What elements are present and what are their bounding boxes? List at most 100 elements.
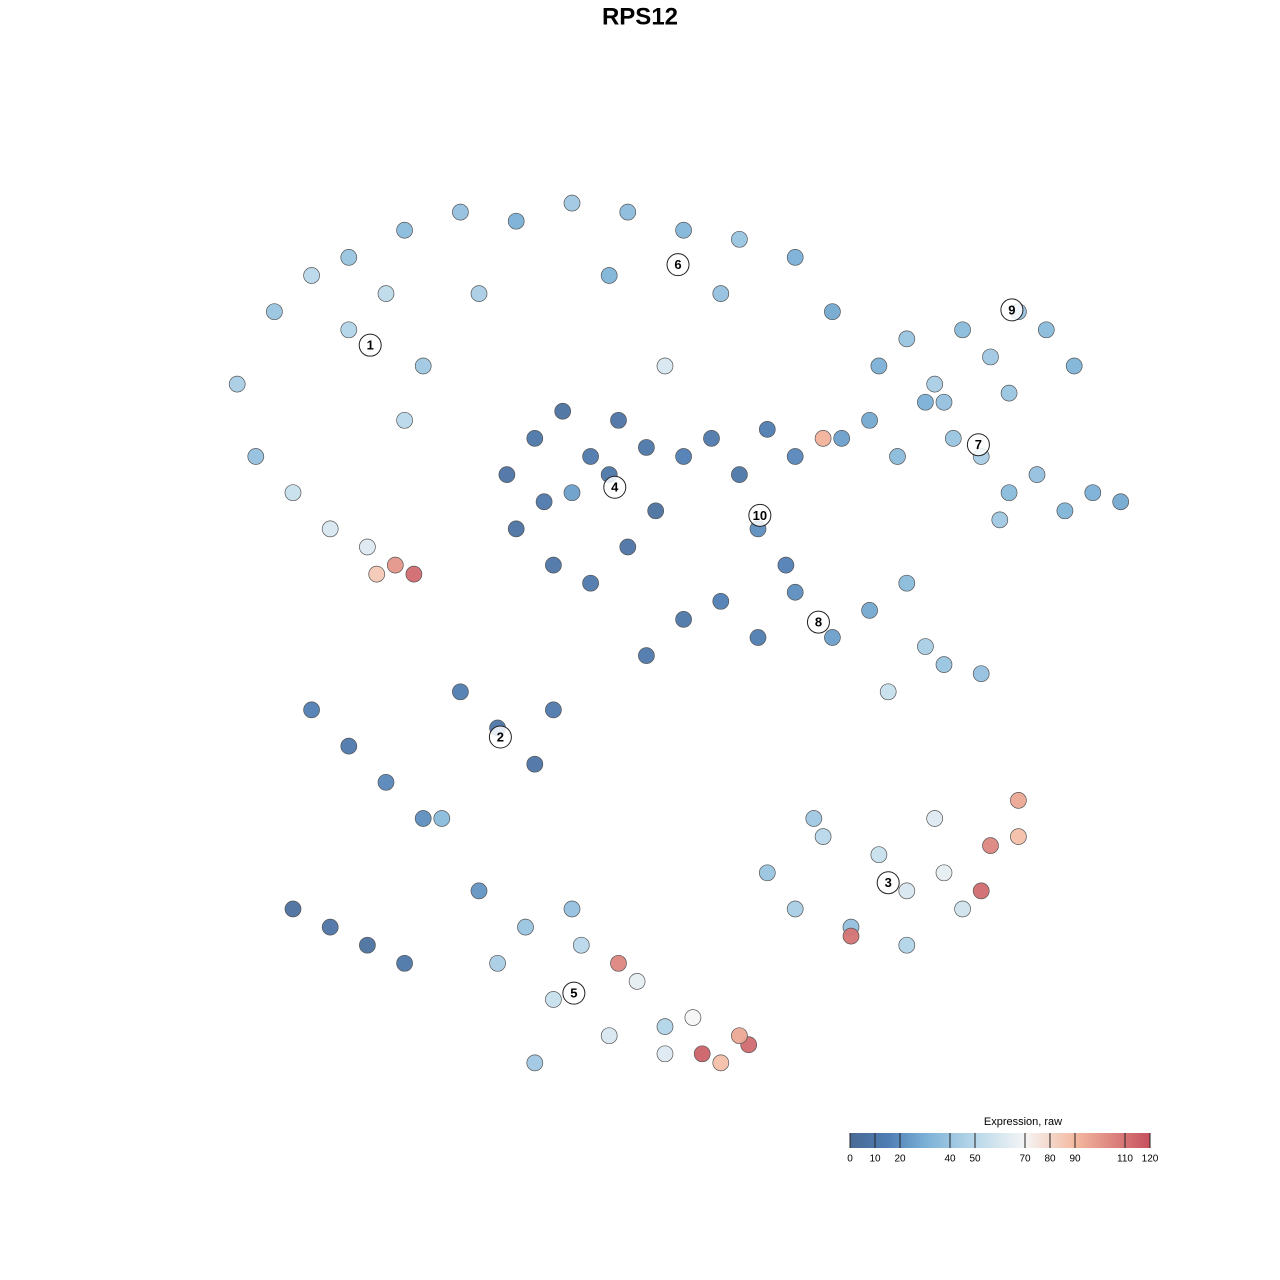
point: [610, 954, 627, 972]
point: [303, 701, 320, 719]
cluster-labels: 1 2 3 4 5 6 7 8 9 10: [358, 253, 1024, 1005]
point: [656, 357, 674, 375]
cluster-badge: [562, 981, 586, 1005]
point: [731, 1027, 748, 1045]
point: [693, 1045, 711, 1063]
point: [982, 837, 999, 855]
point: [414, 357, 432, 375]
point: [321, 520, 339, 538]
point: [1112, 493, 1130, 511]
cluster-badge: [806, 610, 830, 634]
point: [610, 411, 627, 429]
colorbar-bar: [850, 1133, 1150, 1148]
cluster-badge: [748, 503, 772, 527]
point: [554, 402, 572, 420]
colorbar-tick-label: 70: [1019, 1154, 1031, 1165]
point: [1010, 828, 1027, 845]
point: [1084, 484, 1102, 502]
point: [926, 810, 944, 827]
point: [284, 484, 302, 502]
colorbar-tick-label: 120: [1142, 1154, 1159, 1165]
point: [675, 611, 692, 628]
cluster-label: 2: [497, 729, 504, 744]
point: [600, 267, 618, 284]
colorbar-tick-label: 10: [869, 1154, 881, 1165]
point: [563, 900, 581, 918]
point: [972, 882, 990, 900]
point: [926, 375, 944, 393]
point: [1010, 792, 1027, 809]
point: [954, 900, 971, 918]
cluster-badge: [1000, 298, 1024, 322]
point: [712, 285, 730, 302]
point: [396, 221, 413, 239]
point: [684, 1009, 702, 1026]
point: [972, 665, 990, 683]
point: [340, 249, 358, 266]
point: [414, 810, 432, 827]
point: [545, 701, 562, 719]
point: [861, 411, 878, 429]
point: [712, 1054, 730, 1072]
colorbar-tick-label: 40: [944, 1154, 956, 1165]
point: [359, 538, 376, 556]
cluster-badge: [358, 333, 382, 357]
point: [731, 230, 748, 248]
colorbar-tick-label: 80: [1044, 1154, 1056, 1165]
point: [824, 303, 841, 321]
point: [228, 375, 246, 393]
point: [572, 936, 590, 954]
point: [628, 973, 646, 990]
cluster-label: 4: [611, 480, 619, 495]
point: [396, 954, 413, 972]
point: [517, 918, 534, 936]
point: [824, 629, 841, 646]
point: [526, 755, 544, 773]
point: [638, 647, 655, 664]
point: [359, 936, 376, 954]
point: [284, 900, 302, 918]
point: [1065, 357, 1083, 375]
point: [954, 321, 971, 339]
colorbar-tick-label: 50: [969, 1154, 981, 1165]
point: [833, 430, 851, 447]
point: [842, 927, 860, 945]
point: [545, 991, 562, 1008]
point: [917, 393, 934, 411]
point: [526, 430, 544, 447]
point: [452, 203, 469, 221]
point: [266, 303, 283, 321]
point: [489, 954, 506, 972]
cluster-badge: [966, 433, 990, 457]
point: [889, 448, 906, 465]
point: [582, 448, 599, 465]
point: [507, 520, 525, 538]
point: [582, 574, 599, 592]
point: [656, 1045, 674, 1063]
point: [814, 828, 832, 845]
point: [870, 357, 888, 375]
point: [303, 267, 320, 284]
colorbar: Expression, raw 0 10 20 40 50 70 80 90 110 120: [847, 1116, 1159, 1165]
point: [377, 773, 395, 791]
point: [470, 882, 488, 900]
point: [386, 556, 404, 574]
point: [321, 918, 339, 936]
point: [786, 900, 804, 918]
point: [870, 846, 888, 864]
cluster-badge: [666, 253, 690, 277]
point: [712, 592, 730, 610]
point: [405, 565, 423, 583]
point: [340, 737, 358, 755]
point: [396, 411, 413, 429]
point: [675, 221, 692, 239]
point: [898, 936, 916, 954]
point: [638, 439, 655, 456]
point: [814, 430, 832, 447]
colorbar-tick-label: 20: [894, 1154, 906, 1165]
point: [786, 448, 804, 465]
point: [703, 430, 720, 447]
point: [619, 203, 637, 221]
cluster-label: 7: [975, 437, 982, 452]
